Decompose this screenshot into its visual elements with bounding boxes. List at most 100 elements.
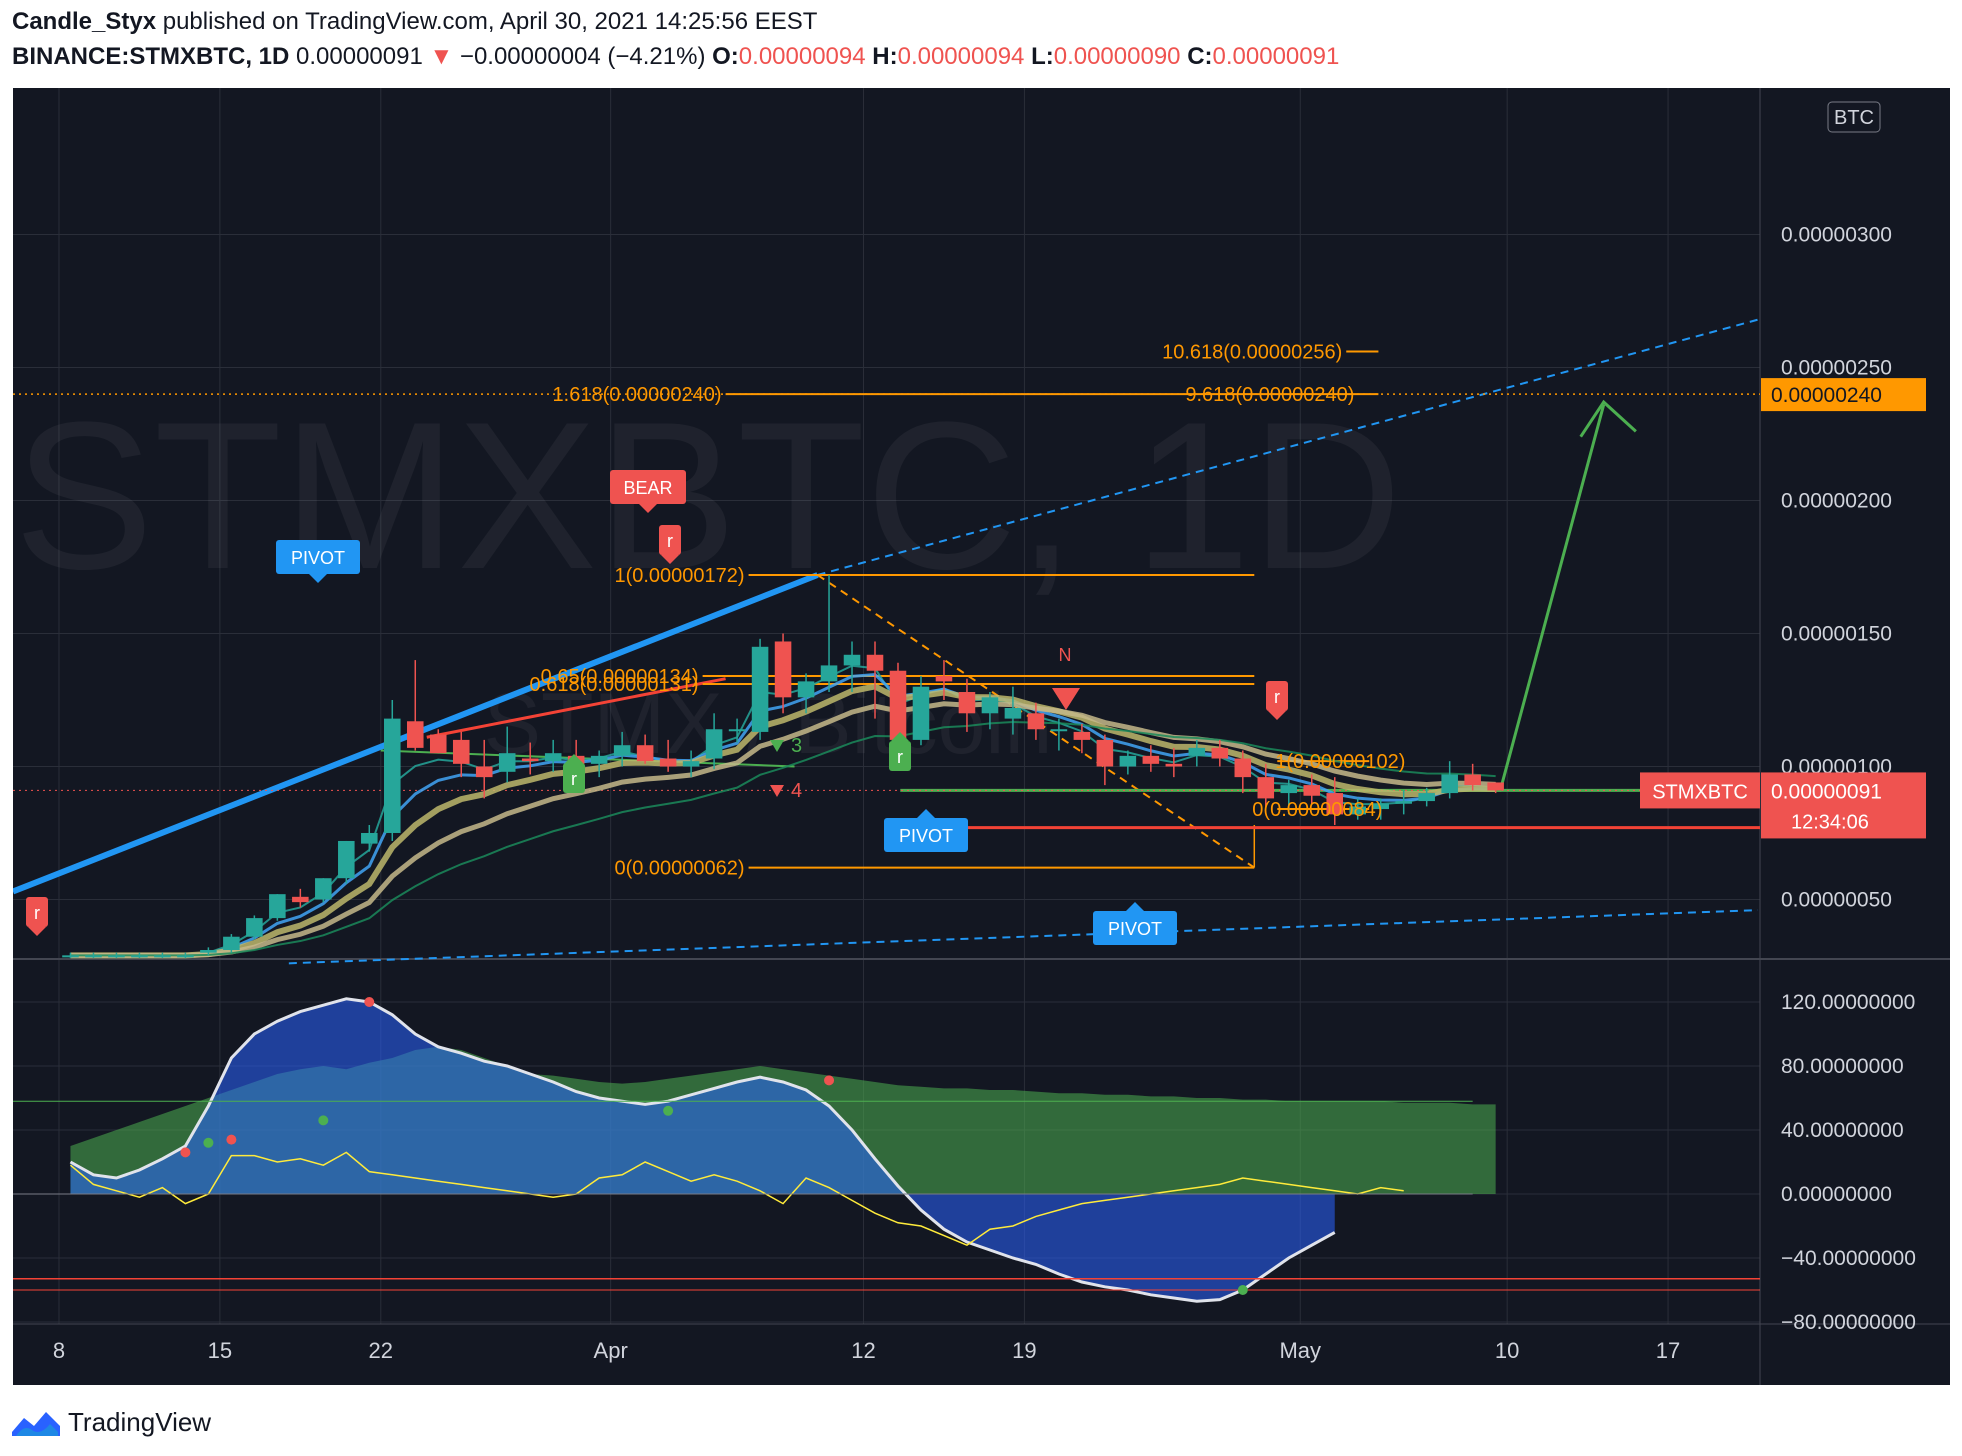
candle-body[interactable] (912, 686, 930, 740)
candle[interactable] (1211, 739, 1229, 767)
candle-body[interactable] (682, 761, 700, 767)
candle[interactable] (521, 742, 539, 775)
candle[interactable] (1234, 750, 1252, 794)
candle-body[interactable] (958, 692, 976, 714)
candle[interactable] (62, 952, 79, 958)
red-trendline[interactable] (426, 677, 726, 739)
candle-body[interactable] (1211, 747, 1229, 759)
candle-body[interactable] (200, 950, 217, 953)
candle-body[interactable] (177, 955, 194, 958)
candle[interactable] (613, 731, 631, 767)
candle-body[interactable] (889, 670, 907, 740)
candle-body[interactable] (1234, 758, 1252, 778)
candle[interactable] (958, 678, 976, 732)
candle[interactable] (1326, 777, 1344, 826)
candle-body[interactable] (315, 878, 332, 900)
candle[interactable] (429, 729, 447, 754)
candle[interactable] (1257, 763, 1275, 810)
candle-body[interactable] (1142, 755, 1160, 764)
candle-body[interactable] (1349, 806, 1367, 815)
candle[interactable] (154, 952, 171, 958)
candle-body[interactable] (636, 745, 654, 762)
candle[interactable] (544, 739, 562, 772)
candle[interactable] (1372, 798, 1389, 820)
candle[interactable] (912, 676, 930, 746)
candle-body[interactable] (820, 665, 838, 682)
candle-body[interactable] (292, 896, 309, 903)
candle[interactable] (177, 952, 194, 958)
candle-body[interactable] (475, 766, 493, 778)
oscillator-pane[interactable] (13, 997, 1760, 1303)
candle-body[interactable] (866, 654, 884, 671)
candle[interactable] (590, 750, 608, 778)
target-arrow-line[interactable] (1438, 404, 1606, 792)
candle[interactable] (1165, 747, 1183, 778)
chart-canvas[interactable]: STMXBTC, 1D STMX / Bitcoin 1.618(0.00000… (13, 88, 1950, 1385)
candle-body[interactable] (935, 676, 953, 682)
candle-body[interactable] (1441, 774, 1458, 794)
author-name[interactable]: Candle_Styx (12, 8, 157, 35)
candles-layer[interactable] (62, 574, 1504, 958)
candle-body[interactable] (1280, 785, 1298, 794)
candle[interactable] (1004, 686, 1022, 735)
candle-body[interactable] (406, 721, 424, 748)
candle[interactable] (384, 699, 401, 841)
symbol-label[interactable]: BINANCE:STMXBTC, 1D (12, 43, 290, 70)
candle[interactable] (1395, 790, 1412, 815)
candle[interactable] (1096, 734, 1114, 786)
time-axis[interactable]: 8 15 22 Apr 12 19 May 10 17 (53, 1338, 1680, 1363)
candle-body[interactable] (452, 739, 470, 764)
candle-body[interactable] (269, 894, 286, 919)
candle[interactable] (131, 952, 148, 958)
candle-body[interactable] (705, 729, 723, 759)
candle[interactable] (1280, 779, 1298, 815)
lower-trendline[interactable] (288, 909, 1759, 965)
candle-body[interactable] (1257, 777, 1275, 799)
candle[interactable] (108, 952, 125, 958)
candle[interactable] (85, 952, 102, 958)
candle-body[interactable] (429, 734, 447, 754)
candle[interactable] (1349, 798, 1367, 820)
candle[interactable] (935, 660, 953, 700)
candle-body[interactable] (338, 840, 355, 879)
candle-body[interactable] (1326, 793, 1344, 815)
candle[interactable] (223, 934, 240, 953)
candle[interactable] (1119, 750, 1137, 775)
candle[interactable] (498, 726, 516, 783)
candle[interactable] (452, 731, 470, 778)
candle-body[interactable] (1165, 763, 1183, 767)
candle-body[interactable] (85, 955, 102, 958)
candle[interactable] (338, 840, 355, 884)
candle-body[interactable] (62, 955, 79, 958)
candle[interactable] (728, 718, 746, 743)
candle[interactable] (1142, 745, 1160, 772)
candle-body[interactable] (154, 955, 171, 958)
candle-body[interactable] (1027, 713, 1045, 730)
candle-body[interactable] (797, 681, 815, 698)
candle-body[interactable] (521, 758, 539, 762)
candle-body[interactable] (1073, 731, 1091, 740)
candle[interactable] (1073, 723, 1091, 754)
candle-body[interactable] (1004, 707, 1022, 719)
candle[interactable] (1027, 702, 1045, 740)
candle-body[interactable] (751, 646, 769, 732)
candle-body[interactable] (1372, 803, 1389, 810)
candle-body[interactable] (590, 755, 608, 764)
candle-body[interactable] (108, 955, 125, 958)
candle-body[interactable] (131, 955, 148, 958)
candle-body[interactable] (1464, 774, 1481, 786)
candle-body[interactable] (246, 918, 263, 937)
candle-body[interactable] (1188, 747, 1206, 756)
currency-badge[interactable]: BTC (1827, 101, 1881, 133)
candle[interactable] (1487, 782, 1504, 794)
candle[interactable] (820, 574, 838, 693)
candle-body[interactable] (498, 753, 516, 772)
candle[interactable] (406, 660, 424, 751)
candle-body[interactable] (659, 758, 677, 767)
candle[interactable] (797, 673, 815, 714)
candle[interactable] (1441, 761, 1458, 799)
candle-body[interactable] (728, 729, 746, 732)
candle-body[interactable] (981, 697, 999, 714)
candle-body[interactable] (1050, 729, 1068, 732)
candle-body[interactable] (544, 753, 562, 762)
